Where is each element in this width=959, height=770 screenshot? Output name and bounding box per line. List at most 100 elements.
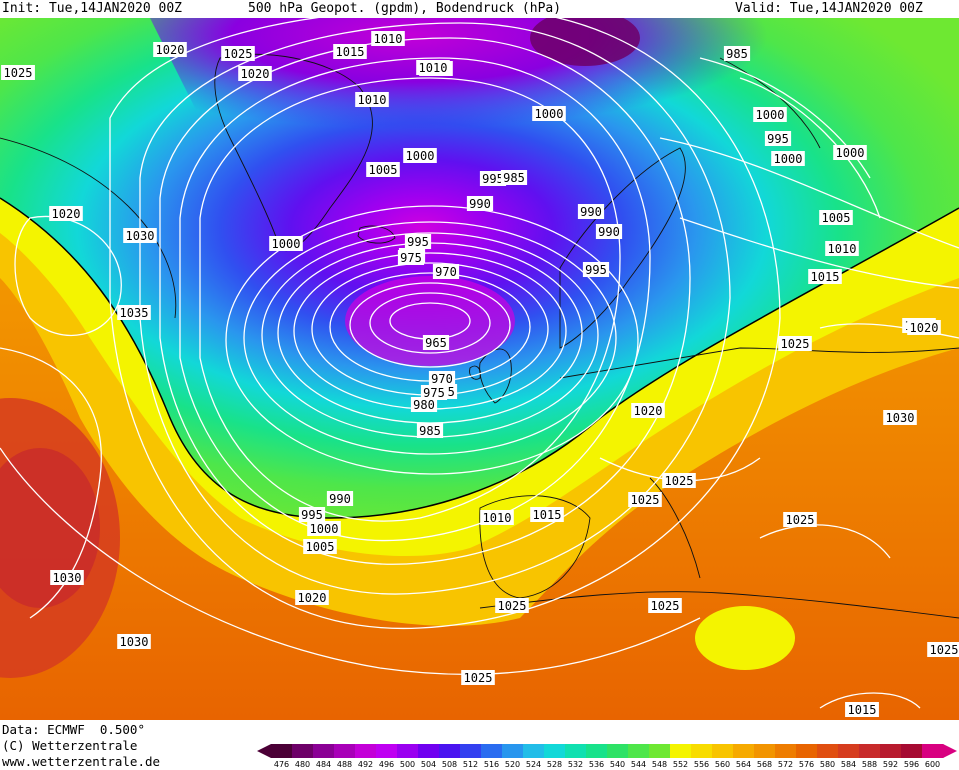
legend-tick-label: 596 xyxy=(903,760,920,769)
isobar-value-label: 1020 xyxy=(238,66,272,81)
isobar-value-label: 975 xyxy=(397,250,425,265)
copyright-label: (C) Wetterzentrale xyxy=(2,738,138,753)
isobar-value-label: 1000 xyxy=(753,107,787,122)
isobar-value-label: 1000 xyxy=(833,145,867,160)
svg-text:1000: 1000 xyxy=(272,237,301,251)
isobars xyxy=(0,18,959,709)
isobar-value-label: 1025 xyxy=(927,642,959,657)
legend-tick-label: 504 xyxy=(420,760,437,769)
legend-swatch xyxy=(502,744,524,758)
isobar-value-label: 1020 xyxy=(907,320,941,335)
isobar-value-label: 990 xyxy=(326,491,354,506)
isobar-value-label: 1000 xyxy=(771,151,805,166)
isobar-1035 xyxy=(14,215,122,337)
legend-swatch xyxy=(628,744,650,758)
isobar-value-label: 995 xyxy=(582,262,610,277)
iceland-outline xyxy=(357,225,396,244)
britain-outline xyxy=(479,348,512,404)
svg-text:985: 985 xyxy=(503,171,525,185)
legend-tick-label: 496 xyxy=(378,760,395,769)
chart-title: 500 hPa Geopot. (gpdm), Bodendruck (hPa) xyxy=(248,1,562,16)
isobar-1025-south xyxy=(0,447,701,676)
isobar-value-label: 1020 xyxy=(631,403,665,418)
svg-text:1010: 1010 xyxy=(374,32,403,46)
svg-text:1005: 1005 xyxy=(822,211,851,225)
isobar-value-label: 990 xyxy=(577,204,605,219)
isobar-955 xyxy=(369,292,491,354)
svg-text:990: 990 xyxy=(469,197,491,211)
isobar-value-label: 980 xyxy=(410,397,438,412)
legend-tick-label: 552 xyxy=(672,760,689,769)
legend-swatch xyxy=(880,744,902,758)
legend-swatch xyxy=(796,744,818,758)
polar-low-core xyxy=(530,18,640,66)
legend-tick-label: 536 xyxy=(588,760,605,769)
legend-tick-label: 528 xyxy=(546,760,563,769)
isobar-value-label: 1010 xyxy=(355,92,389,107)
legend-tick-label: 580 xyxy=(819,760,836,769)
svg-text:1025: 1025 xyxy=(498,599,527,613)
legend-swatch xyxy=(334,744,356,758)
header-bar: Init: Tue,14JAN2020 00Z 500 hPa Geopot. … xyxy=(0,0,959,18)
svg-text:1020: 1020 xyxy=(241,67,270,81)
svg-text:1015: 1015 xyxy=(848,703,877,717)
svg-text:1000: 1000 xyxy=(310,522,339,536)
svg-text:990: 990 xyxy=(580,205,602,219)
isobar-990 xyxy=(243,221,617,455)
legend-tick-label: 592 xyxy=(882,760,899,769)
svg-text:1025: 1025 xyxy=(651,599,680,613)
isobar-value-label: 1010 xyxy=(825,241,859,256)
svg-text:1015: 1015 xyxy=(533,508,562,522)
svg-text:1030: 1030 xyxy=(126,229,155,243)
isobar-value-label: 1015 xyxy=(808,269,842,284)
legend-swatch xyxy=(397,744,419,758)
isobar-value-label: 965 xyxy=(422,335,450,350)
isobar-value-label: 970 xyxy=(432,264,460,279)
svg-text:1020: 1020 xyxy=(156,43,185,57)
legend-tick-label: 556 xyxy=(693,760,710,769)
legend-swatch xyxy=(586,744,608,758)
svg-text:995: 995 xyxy=(482,172,504,186)
legend-tick-label: 544 xyxy=(630,760,647,769)
svg-text:1020: 1020 xyxy=(910,321,939,335)
isobar-1005 xyxy=(179,57,651,542)
isobar-value-label: 1005 xyxy=(366,162,400,177)
isobar-value-label: 975 xyxy=(420,385,448,400)
svg-text:1020: 1020 xyxy=(634,404,663,418)
legend-tick-label: 560 xyxy=(714,760,731,769)
svg-text:1010: 1010 xyxy=(828,242,857,256)
svg-text:990: 990 xyxy=(329,492,351,506)
isobar-value-label: 1010 xyxy=(416,60,450,75)
isobar-value-label: 990 xyxy=(595,224,623,239)
isobar-value-label: 1025 xyxy=(1,65,35,80)
legend-swatch xyxy=(292,744,314,758)
isobar-value-label: 1030 xyxy=(123,228,157,243)
legend-swatch xyxy=(649,744,671,758)
legend-tick-label: 576 xyxy=(798,760,815,769)
legend-tick-label: 588 xyxy=(861,760,878,769)
svg-text:1025: 1025 xyxy=(464,671,493,685)
isobar-1030-west xyxy=(0,347,102,619)
legend-swatch xyxy=(712,744,734,758)
legend-swatch xyxy=(439,744,461,758)
legend-swatch xyxy=(355,744,377,758)
scandinavia-outline xyxy=(559,147,686,349)
legend-swatch xyxy=(313,744,335,758)
legend-tick-label: 516 xyxy=(483,760,500,769)
website-link[interactable]: www.wetterzentrale.de xyxy=(2,754,161,769)
legend-swatch xyxy=(376,744,398,758)
svg-text:1025: 1025 xyxy=(4,66,33,80)
svg-text:1010: 1010 xyxy=(419,61,448,75)
legend-tick-label: 600 xyxy=(924,760,941,769)
isobar-value-label: 1000 xyxy=(403,148,437,163)
isobar-1030-east xyxy=(819,323,959,339)
isobar-value-label: 1010 xyxy=(371,31,405,46)
legend-swatch xyxy=(901,744,923,758)
legend-tick-label: 508 xyxy=(441,760,458,769)
isobar-1010-east xyxy=(659,137,959,249)
svg-text:970: 970 xyxy=(431,372,453,386)
isobar-1015 xyxy=(139,22,731,595)
svg-text:1010: 1010 xyxy=(358,93,387,107)
iberia-outline xyxy=(479,495,591,599)
isobar-value-label: 1025 xyxy=(461,670,495,685)
